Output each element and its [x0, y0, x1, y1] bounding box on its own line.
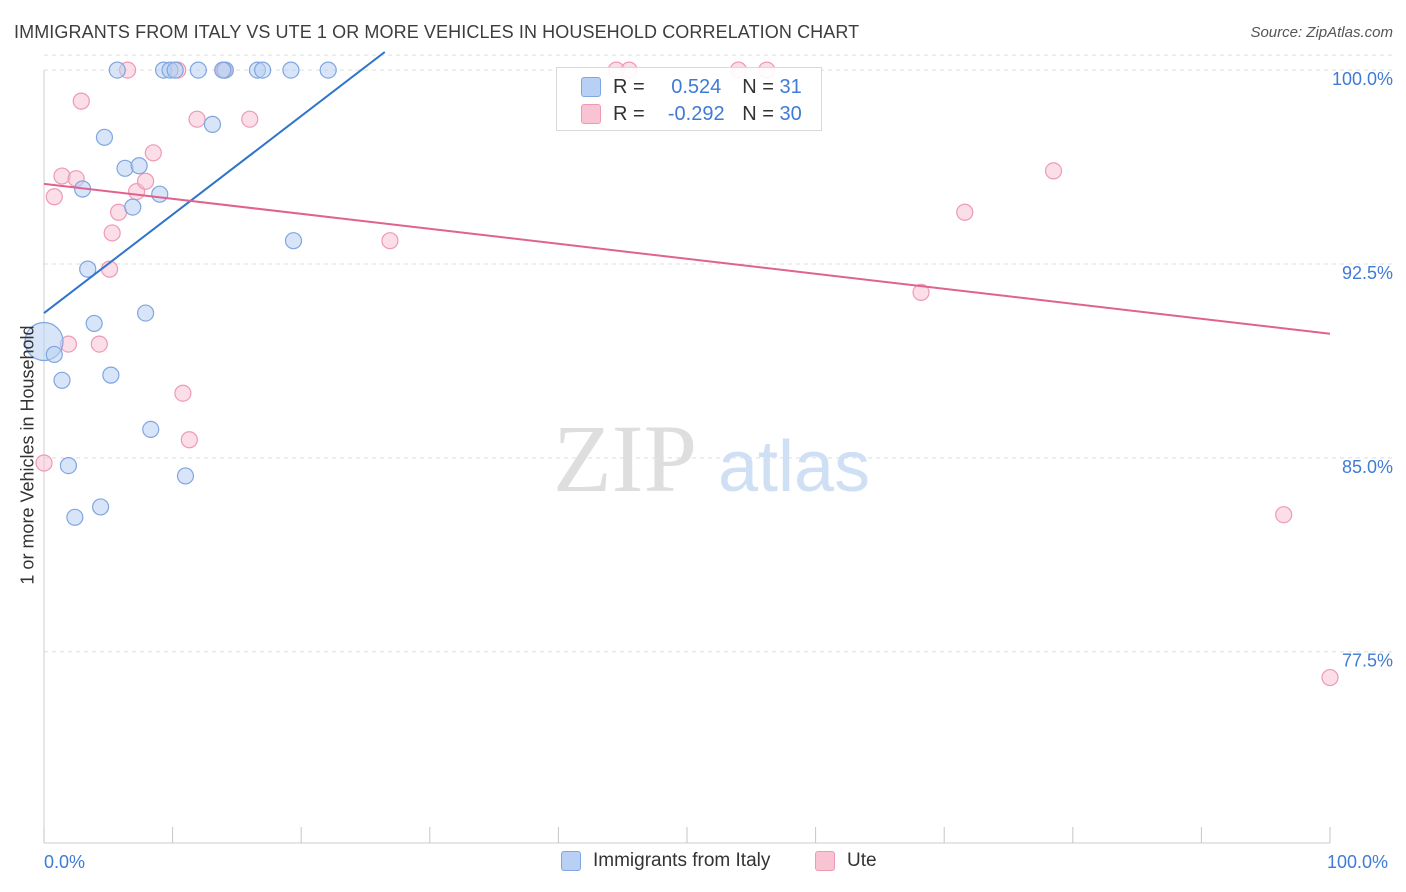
ute-point [912, 283, 930, 302]
ute-point [45, 188, 63, 206]
italy-point [214, 61, 232, 79]
y-axis-label: 1 or more Vehicles in Household [17, 325, 38, 585]
italy-point [108, 61, 126, 79]
italy-point [203, 115, 222, 133]
italy-point [85, 314, 103, 333]
ute-point [241, 110, 259, 128]
italy-point [189, 61, 207, 79]
italy-point [176, 467, 195, 485]
italy-point [66, 508, 84, 526]
ute-point [103, 224, 121, 242]
ute-point [381, 232, 399, 250]
italy-point [102, 366, 120, 384]
source-label: Source: ZipAtlas.com [1250, 24, 1393, 41]
y-tick-label: 77.5% [1342, 651, 1393, 671]
italy-point [282, 61, 300, 79]
x-tick-label-min: 0.0% [44, 852, 86, 872]
italy-point [59, 456, 78, 475]
y-tick-label: 92.5% [1342, 263, 1393, 283]
italy-point [124, 198, 142, 216]
y-tick-label: 100.0% [1332, 69, 1393, 89]
italy-point [166, 61, 184, 79]
watermark-atlas: atlas [718, 427, 870, 507]
ute-point [180, 431, 198, 449]
legend-row-italy: R = 0.524 N = 31 [581, 75, 802, 99]
grid-lines [44, 54, 1394, 653]
ute-point [72, 92, 90, 110]
italy-point [95, 128, 114, 146]
ute-point [188, 110, 206, 128]
series-legend: Immigrants from Italy Ute [0, 850, 1406, 880]
italy-trend-line [43, 51, 386, 314]
series-legend-italy[interactable]: Immigrants from Italy [561, 850, 770, 872]
series-legend-ute[interactable]: Ute [815, 850, 877, 872]
correlation-legend: R = 0.524 N = 31 R = -0.292 N = 30 [556, 67, 822, 131]
italy-point [319, 61, 337, 79]
italy-point [142, 420, 160, 439]
ute-point [1044, 162, 1063, 180]
y-tick-labels: 100.0% 92.5% 85.0% 77.5% [1332, 69, 1393, 671]
ute-points [35, 61, 1339, 687]
legend-swatch-italy [581, 77, 601, 97]
ute-point [174, 384, 192, 402]
trend-lines [43, 51, 1331, 335]
italy-point [116, 159, 134, 177]
x-tick-label-max: 100.0% [1327, 852, 1389, 872]
ute-point [956, 203, 974, 221]
legend-n-label: N = [742, 102, 780, 125]
ute-point [53, 167, 71, 185]
legend-n-label: N = [742, 75, 780, 98]
italy-point [284, 232, 303, 250]
italy-point [91, 498, 110, 516]
italy-point [79, 260, 97, 278]
watermark: ZIP atlas [553, 405, 870, 512]
watermark-zip: ZIP [553, 405, 697, 512]
legend-r-label: R = [613, 75, 651, 98]
series-name-ute: Ute [847, 850, 877, 871]
legend-n-value: 31 [779, 75, 802, 98]
ute-point [1275, 506, 1293, 524]
chart-title: IMMIGRANTS FROM ITALY VS UTE 1 OR MORE V… [14, 22, 860, 42]
series-swatch-italy [561, 851, 581, 871]
series-swatch-ute [815, 851, 835, 871]
ute-point [1321, 668, 1339, 687]
legend-r-value: -0.292 [667, 102, 725, 125]
legend-r-label: R = [613, 102, 651, 125]
y-tick-label: 85.0% [1342, 457, 1393, 477]
italy-point [53, 371, 71, 389]
ute-point [90, 335, 108, 353]
ute-point [136, 172, 155, 190]
legend-n-value: 30 [779, 102, 802, 125]
series-name-italy: Immigrants from Italy [593, 850, 771, 871]
italy-point [136, 304, 155, 322]
italy-point [130, 157, 148, 175]
legend-r-value: 0.524 [671, 75, 722, 98]
ute-point [144, 144, 162, 162]
italy-point [45, 345, 63, 364]
italy-point [151, 185, 169, 203]
italy-points [24, 61, 337, 526]
ute-point [35, 454, 53, 472]
legend-row-ute: R = -0.292 N = 30 [581, 102, 802, 126]
italy-point [254, 61, 272, 79]
legend-swatch-ute [581, 104, 601, 124]
ute-trend-line [43, 182, 1331, 335]
